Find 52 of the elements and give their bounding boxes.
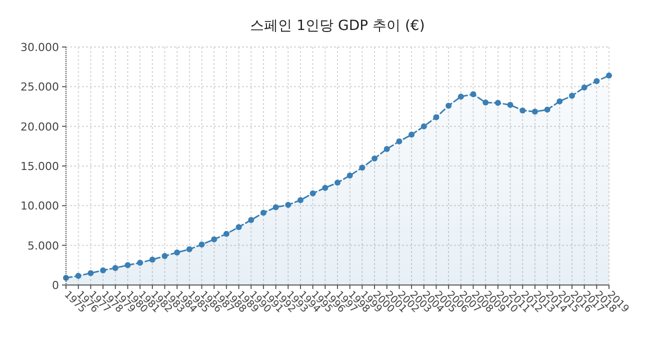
- point: [124, 262, 131, 268]
- point: [470, 91, 476, 98]
- point: [248, 216, 254, 223]
- y-tick-label: 10.000: [20, 200, 59, 213]
- point: [223, 230, 230, 237]
- point: [149, 256, 156, 263]
- point: [372, 155, 378, 162]
- point: [396, 138, 402, 144]
- point: [236, 224, 242, 230]
- point: [100, 267, 106, 274]
- y-tick-label: 25.000: [20, 80, 59, 94]
- point: [174, 249, 180, 256]
- point: [297, 197, 304, 204]
- point: [384, 146, 390, 152]
- point: [272, 204, 279, 210]
- point: [507, 102, 514, 108]
- point: [520, 107, 526, 114]
- chart-title: 스페인 1인당 GDP 추이 (€): [250, 18, 425, 34]
- point: [334, 180, 340, 186]
- point: [568, 92, 575, 99]
- point: [482, 100, 489, 106]
- point: [408, 132, 415, 138]
- point: [211, 236, 218, 242]
- point: [112, 264, 118, 271]
- point: [88, 270, 94, 276]
- point: [346, 172, 353, 179]
- point: [606, 72, 612, 79]
- y-tick-label: 5.000: [28, 239, 59, 252]
- point: [322, 184, 328, 191]
- point: [162, 253, 168, 260]
- point: [494, 100, 501, 106]
- point: [532, 108, 538, 115]
- point: [446, 102, 452, 109]
- y-tick-label: 15.000: [20, 160, 59, 173]
- point: [420, 123, 427, 130]
- point: [310, 190, 316, 196]
- point: [260, 210, 266, 216]
- point: [433, 114, 440, 120]
- point: [75, 272, 82, 279]
- point: [458, 94, 464, 100]
- point: [285, 202, 292, 208]
- point: [556, 98, 563, 104]
- y-tick-label: 20.000: [20, 120, 59, 134]
- point: [594, 78, 600, 84]
- point: [186, 246, 192, 252]
- y-tick-label: 0: [52, 279, 59, 292]
- point: [198, 242, 205, 248]
- point: [137, 260, 144, 266]
- point: [359, 164, 366, 171]
- point: [544, 106, 550, 113]
- point: [581, 84, 588, 90]
- y-tick-label: 30.000: [20, 41, 59, 54]
